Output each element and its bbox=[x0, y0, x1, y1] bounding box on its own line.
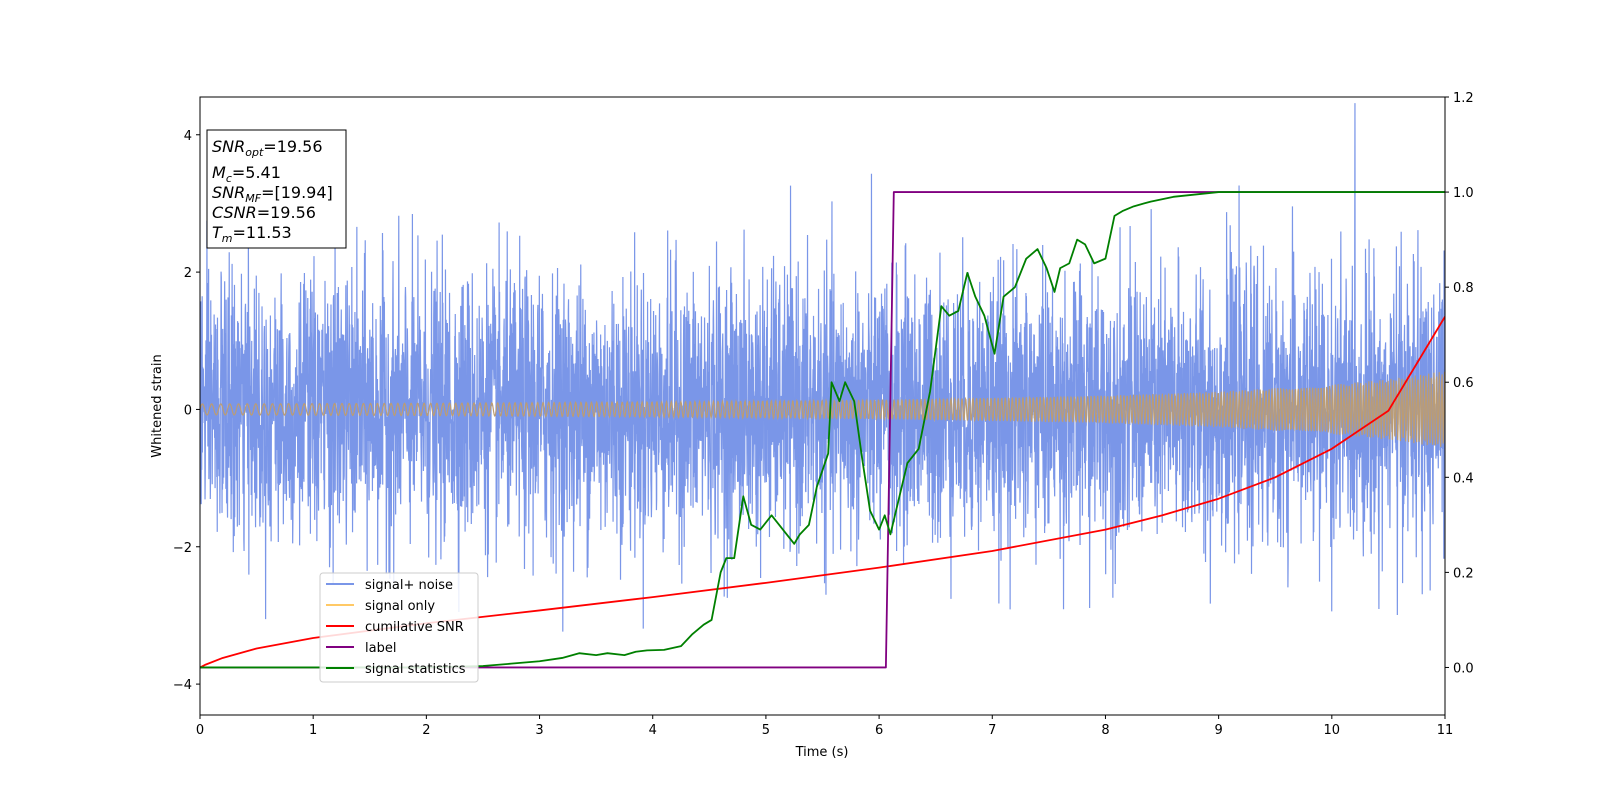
x-tick-label: 0 bbox=[196, 723, 204, 738]
annotation-csnr: CSNR=19.56 bbox=[212, 203, 316, 222]
series-signal-plus-noise bbox=[200, 103, 1445, 632]
y-axis-label-left: Whitened strain bbox=[150, 354, 165, 457]
plot-frame bbox=[199, 96, 1446, 716]
stats-annotation-box: SNRopt=19.56 Mc=5.41 SNRMF=[19.94] CSNR=… bbox=[206, 129, 347, 249]
annotation-snr-opt: SNRopt=19.56 bbox=[212, 137, 323, 159]
y-right-tick-label: 0.0 bbox=[1453, 661, 1474, 676]
annotation-mc: Mc=5.41 bbox=[212, 163, 281, 185]
y-left-tick-label: −2 bbox=[173, 541, 192, 556]
y-axis-right: 0.0 0.2 0.4 0.6 0.8 1.0 1.2 bbox=[1445, 91, 1474, 676]
annotation-frame bbox=[206, 129, 347, 249]
legend-label: signal only bbox=[365, 599, 435, 614]
y-axis-left: −4 −2 0 2 4 bbox=[173, 129, 200, 693]
x-tick-label: 8 bbox=[1101, 723, 1109, 738]
series-cumilative-snr bbox=[200, 316, 1445, 669]
x-tick-label: 6 bbox=[875, 723, 883, 738]
x-axis: 0 1 2 3 4 5 6 7 8 9 10 11 bbox=[196, 715, 1453, 738]
x-tick-label: 4 bbox=[649, 723, 657, 738]
x-tick-label: 1 bbox=[309, 723, 317, 738]
series-signal-statistics bbox=[200, 191, 1445, 669]
y-right-tick-label: 1.0 bbox=[1453, 186, 1474, 201]
annotation-snr-mf: SNRMF=[19.94] bbox=[212, 183, 333, 205]
legend-frame bbox=[319, 572, 479, 683]
legend-label: label bbox=[365, 641, 396, 656]
y-left-tick-label: 0 bbox=[184, 403, 192, 418]
annotation-tm: Tm=11.53 bbox=[212, 223, 292, 245]
y-right-tick-label: 0.6 bbox=[1453, 376, 1474, 391]
y-left-tick-label: −4 bbox=[173, 678, 192, 693]
x-tick-label: 9 bbox=[1214, 723, 1222, 738]
legend-label: signal statistics bbox=[365, 662, 466, 677]
y-right-tick-label: 0.8 bbox=[1453, 281, 1474, 296]
x-tick-label: 2 bbox=[422, 723, 430, 738]
x-tick-label: 5 bbox=[762, 723, 770, 738]
x-tick-label: 11 bbox=[1437, 723, 1454, 738]
series-label bbox=[200, 191, 1445, 669]
y-left-tick-label: 2 bbox=[184, 266, 192, 281]
plot-area bbox=[200, 103, 1445, 669]
y-right-tick-label: 0.4 bbox=[1453, 471, 1474, 486]
y-right-tick-label: 0.2 bbox=[1453, 566, 1474, 581]
x-tick-label: 7 bbox=[988, 723, 996, 738]
legend-label: signal+ noise bbox=[365, 578, 453, 593]
legend: signal+ noise signal only cumilative SNR la… bbox=[319, 572, 479, 683]
series-signal-only bbox=[200, 371, 1445, 447]
x-axis-label: Time (s) bbox=[795, 745, 849, 760]
y-left-tick-label: 4 bbox=[184, 129, 192, 144]
legend-label: cumilative SNR bbox=[365, 620, 464, 635]
x-tick-label: 3 bbox=[535, 723, 543, 738]
y-right-tick-label: 1.2 bbox=[1453, 91, 1474, 106]
x-tick-label: 10 bbox=[1324, 723, 1341, 738]
